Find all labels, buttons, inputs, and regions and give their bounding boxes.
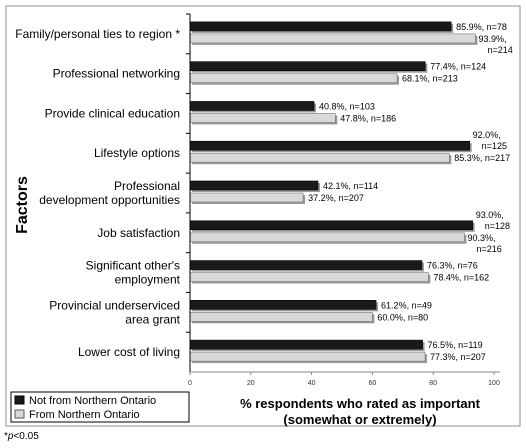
data-label: 85.3%, n=217 [454,153,510,163]
footnote-text: <0.05 [13,431,39,442]
bar [189,220,474,231]
category-label: Professional development opportunities [39,179,180,207]
bar [189,180,319,191]
category-label: Family/personal ties to region * [15,27,180,41]
category-label: Lifestyle options [94,146,180,160]
data-label: 40.8%, n=103 [319,101,375,111]
category-label: Lower cost of living [78,345,180,359]
category-label: Job satisfaction [97,226,180,240]
bar [189,152,450,163]
bar [189,232,465,243]
footnote-p: p [7,431,14,442]
data-label: 76.3%, n=76 [427,261,478,271]
data-label: 93.0%, n=128 [476,210,510,231]
bar [189,272,429,282]
legend-swatch-not-from [14,395,25,405]
bar [189,339,423,350]
x-axis-title-line2: (somewhat or extremely) [283,412,436,427]
bar [189,101,315,111]
data-label: 60.0%, n=80 [377,312,428,322]
category-label: Provincial underserviced area grant [49,298,180,326]
data-label: 92.0%, n=125 [473,130,507,151]
bar [189,73,398,83]
category-label: Provide clinical education [45,106,180,120]
bar [189,260,423,270]
y-axis-title: Factors [14,176,31,234]
data-label: 42.1%, n=114 [323,181,378,191]
category-labels: Family/personal ties to region * Professi… [15,27,180,359]
bar [189,192,304,203]
data-label: 61.2%, n=49 [381,300,432,310]
data-label: 47.8%, n=186 [340,113,396,123]
legend-label-not-from: Not from Northern Ontario [29,395,156,407]
legend-box [10,391,190,423]
footnote-symbol: * [4,431,8,442]
data-label: 85.9%, n=78 [456,22,507,32]
footnote: *p<0.05 [4,431,39,442]
data-label: 77.4%, n=124 [430,62,486,72]
data-label: 68.1%, n=213 [402,74,458,84]
bar [189,351,426,362]
category-label: Significant other's employment [86,259,181,287]
bar [189,312,373,322]
data-label: 37.2%, n=207 [308,193,364,203]
data-label: 76.5%, n=119 [428,340,483,350]
data-label: 93.9%, n=214 [478,34,512,55]
x-axis-title-line1: % respondents who rated as important [240,396,480,411]
data-label: 90.3%, n=216 [468,233,502,254]
bar [189,113,336,123]
x-axis: 0 20 40 60 80 100 [186,13,500,387]
category-label: Professional networking [53,67,180,81]
bar [189,21,452,32]
x-tick-label: 20 [247,380,255,387]
legend: Not from Northern Ontario From Northern … [10,391,190,423]
legend-swatch-from [14,409,25,419]
x-tick-label: 80 [429,380,437,387]
legend-label-from: From Northern Ontario [29,409,140,421]
bars-group: 85.9%, n=78 93.9%, n=214 77.4%, n=124 68.1%,… [189,21,513,364]
bar [189,61,426,71]
x-tick-label: 40 [308,380,316,387]
x-tick-label: 100 [488,380,500,387]
bar [189,140,470,151]
x-tick-label: 60 [369,380,377,387]
data-label: 77.3%, n=207 [430,352,486,362]
bar [189,33,476,44]
data-label: 78.4%, n=162 [433,273,489,283]
bar [189,300,377,310]
x-tick-label: 0 [188,380,192,387]
